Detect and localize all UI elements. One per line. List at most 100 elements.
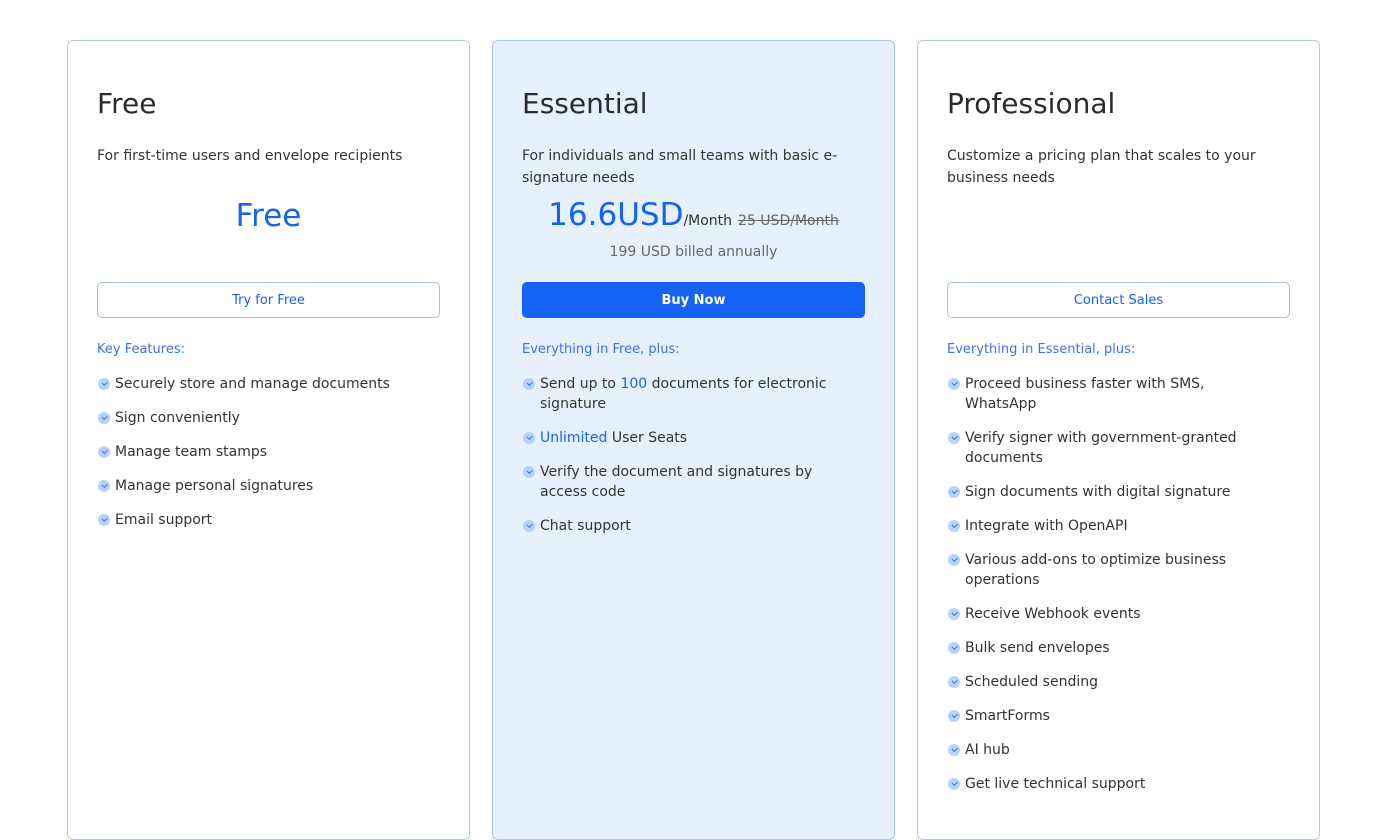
feature-text: Unlimited User Seats <box>540 428 687 448</box>
feature-item: Sign documents with digital signature <box>947 482 1267 502</box>
feature-item: Chat support <box>522 516 842 536</box>
feature-text-part: Proceed business faster with SMS, WhatsA… <box>965 376 1205 412</box>
feature-list: Securely store and manage documents Sign … <box>97 374 417 544</box>
feature-text: Proceed business faster with SMS, WhatsA… <box>965 374 1267 414</box>
feature-text: Email support <box>115 510 212 530</box>
feature-text: Integrate with OpenAPI <box>965 516 1128 536</box>
check-icon <box>523 466 535 478</box>
feature-item: Bulk send envelopes <box>947 638 1267 658</box>
feature-text-part: Verify the document and signatures by ac… <box>540 464 813 500</box>
feature-highlight: Unlimited <box>540 430 608 446</box>
check-icon <box>948 778 960 790</box>
feature-list: Proceed business faster with SMS, WhatsA… <box>947 374 1267 808</box>
feature-item: Scheduled sending <box>947 672 1267 692</box>
original-price: 25 USD/Month <box>738 213 839 229</box>
plan-price: 16.6USD/Month 25 USD/Month <box>522 197 865 233</box>
features-label: Everything in Free, plus: <box>522 342 680 357</box>
feature-text-part: Integrate with OpenAPI <box>965 518 1128 534</box>
feature-text-part: Various add-ons to optimize business ope… <box>965 552 1227 588</box>
feature-text-part: Scheduled sending <box>965 674 1098 690</box>
plan-card-essential: Essential For individuals and small team… <box>492 40 895 840</box>
check-icon <box>948 642 960 654</box>
feature-item: Manage personal signatures <box>97 476 417 496</box>
feature-item: SmartForms <box>947 706 1267 726</box>
feature-text-part: Bulk send envelopes <box>965 640 1110 656</box>
feature-item: Send up to 100 documents for electronic … <box>522 374 842 414</box>
feature-text-part: User Seats <box>607 430 688 446</box>
check-icon <box>98 446 110 458</box>
feature-item: Manage team stamps <box>97 442 417 462</box>
plan-description: For individuals and small teams with bas… <box>522 148 838 186</box>
check-icon <box>98 480 110 492</box>
feature-highlight: 100 <box>620 376 648 392</box>
check-icon <box>98 514 110 526</box>
check-icon <box>523 520 535 532</box>
plan-description: For first-time users and envelope recipi… <box>97 148 403 164</box>
feature-item: Email support <box>97 510 417 530</box>
feature-text-part: Manage personal signatures <box>115 478 314 494</box>
check-icon <box>948 608 960 620</box>
feature-item: Verify the document and signatures by ac… <box>522 462 842 502</box>
check-icon <box>948 378 960 390</box>
check-icon <box>523 378 535 390</box>
feature-item: Receive Webhook events <box>947 604 1267 624</box>
plan-title: Free <box>97 87 157 120</box>
features-label: Key Features: <box>97 342 185 357</box>
feature-item: Securely store and manage documents <box>97 374 417 394</box>
feature-text: Verify the document and signatures by ac… <box>540 462 842 502</box>
feature-text-part: Get live technical support <box>965 776 1146 792</box>
feature-text-part: Securely store and manage documents <box>115 376 390 392</box>
feature-text-part: Manage team stamps <box>115 444 268 460</box>
feature-item: Get live technical support <box>947 774 1267 794</box>
buy-now-button[interactable]: Buy Now <box>522 282 865 318</box>
plan-card-free: Free For first-time users and envelope r… <box>67 40 470 840</box>
feature-text-part: Sign documents with digital signature <box>965 484 1231 500</box>
check-icon <box>948 486 960 498</box>
check-icon <box>523 432 535 444</box>
contact-sales-button[interactable]: Contact Sales <box>947 282 1290 318</box>
check-icon <box>98 412 110 424</box>
feature-text: Sign documents with digital signature <box>965 482 1230 502</box>
price-amount: 16.6USD <box>548 197 684 233</box>
feature-text-part: documents for electronic signature <box>540 376 827 412</box>
billing-note: 199 USD billed annually <box>609 244 778 260</box>
feature-text: Bulk send envelopes <box>965 638 1110 658</box>
feature-item: Sign conveniently <box>97 408 417 428</box>
check-icon <box>948 744 960 756</box>
feature-text: Various add-ons to optimize business ope… <box>965 550 1267 590</box>
feature-item: Integrate with OpenAPI <box>947 516 1267 536</box>
feature-text: Manage team stamps <box>115 442 267 462</box>
feature-item: Proceed business faster with SMS, WhatsA… <box>947 374 1267 414</box>
feature-text-part: Verify signer with government-granted do… <box>965 430 1237 466</box>
feature-item: Unlimited User Seats <box>522 428 842 448</box>
feature-item: Verify signer with government-granted do… <box>947 428 1267 468</box>
feature-text: Securely store and manage documents <box>115 374 390 394</box>
feature-text: Chat support <box>540 516 631 536</box>
check-icon <box>948 554 960 566</box>
feature-text: SmartForms <box>965 706 1050 726</box>
check-icon <box>948 676 960 688</box>
check-icon <box>948 710 960 722</box>
feature-text: Manage personal signatures <box>115 476 313 496</box>
check-icon <box>948 520 960 532</box>
feature-text-part: Email support <box>115 512 213 528</box>
feature-text-part: AI hub <box>965 742 1010 758</box>
feature-text-part: Sign conveniently <box>115 410 240 426</box>
feature-text-part: Chat support <box>540 518 631 534</box>
plan-description: Customize a pricing plan that scales to … <box>947 148 1256 186</box>
feature-text: Receive Webhook events <box>965 604 1141 624</box>
features-label: Everything in Essential, plus: <box>947 342 1136 357</box>
feature-list: Send up to 100 documents for electronic … <box>522 374 842 550</box>
feature-text: AI hub <box>965 740 1010 760</box>
feature-item: AI hub <box>947 740 1267 760</box>
feature-text: Send up to 100 documents for electronic … <box>540 374 842 414</box>
feature-text: Scheduled sending <box>965 672 1098 692</box>
feature-text-part: SmartForms <box>965 708 1050 724</box>
try-for-free-button[interactable]: Try for Free <box>97 282 440 318</box>
feature-item: Various add-ons to optimize business ope… <box>947 550 1267 590</box>
feature-text: Sign conveniently <box>115 408 240 428</box>
feature-text-part: Send up to <box>540 376 621 392</box>
feature-text: Verify signer with government-granted do… <box>965 428 1267 468</box>
feature-text-part: Receive Webhook events <box>965 606 1141 622</box>
feature-text: Get live technical support <box>965 774 1145 794</box>
